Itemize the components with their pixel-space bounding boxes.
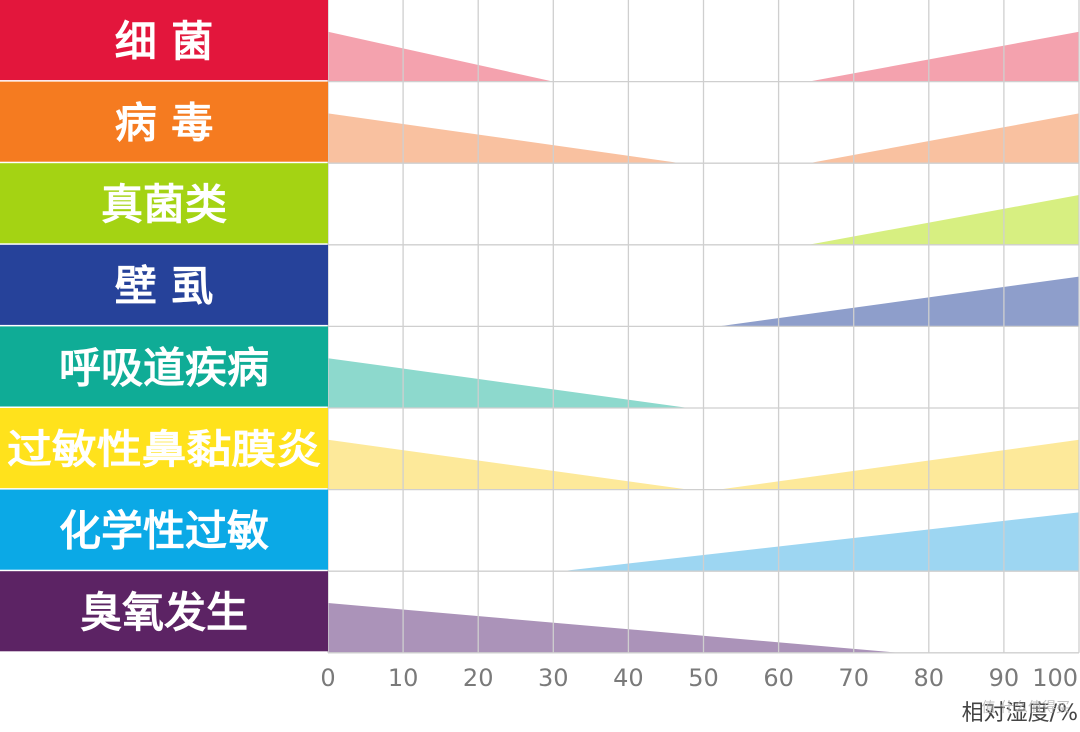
area-2-2 <box>808 113 1079 164</box>
area-1-2 <box>808 31 1079 82</box>
row-label-block <box>0 244 328 325</box>
area-6-2 <box>718 439 1079 490</box>
area-8-1 <box>328 603 899 653</box>
grid-layer <box>327 0 1080 654</box>
x-axis-title: 相对湿度/% <box>962 701 1078 726</box>
row-label: 病 毒 <box>115 99 214 148</box>
row-label-block <box>0 571 328 652</box>
row-label: 化学性过敏 <box>59 507 269 556</box>
area-2-1 <box>328 113 681 164</box>
x-tick-layer: 0 10 20 30 40 50 60 70 80 90 100 <box>320 664 1078 692</box>
area-4-1 <box>718 276 1079 327</box>
row-label: 臭氧发生 <box>80 588 248 637</box>
x-tick-label: 70 <box>838 664 869 692</box>
row-label-block <box>0 408 328 489</box>
row-label: 过敏性鼻黏膜炎 <box>7 427 321 473</box>
x-tick-label: 10 <box>388 664 419 692</box>
x-tick-label: 40 <box>613 664 644 692</box>
row-label-block <box>0 326 328 407</box>
x-tick-label: 90 <box>989 664 1020 692</box>
row-label-block <box>0 489 328 570</box>
area-layer <box>328 31 1079 653</box>
row-label-block <box>0 81 328 162</box>
area-3-1 <box>808 195 1079 245</box>
row-label: 呼吸道疾病 <box>59 343 269 392</box>
row-label: 壁 虱 <box>115 262 214 311</box>
x-tick-label: 0 <box>320 664 335 692</box>
row-label-block <box>0 0 328 81</box>
row-label: 细 菌 <box>115 17 214 66</box>
x-tick-label: 80 <box>914 664 945 692</box>
row-label-block <box>0 163 328 244</box>
x-tick-label: 30 <box>538 664 569 692</box>
x-tick-label: 20 <box>463 664 494 692</box>
watermark: 值 什么值得买 <box>982 699 1070 716</box>
x-tick-label: 50 <box>688 664 719 692</box>
area-1-1 <box>328 31 554 82</box>
row-label: 真菌类 <box>101 180 227 229</box>
x-tick-label: 100 <box>1032 664 1078 692</box>
area-7-1 <box>560 512 1079 572</box>
area-6-1 <box>328 439 689 490</box>
area-5-1 <box>328 358 689 408</box>
x-tick-label: 60 <box>763 664 794 692</box>
